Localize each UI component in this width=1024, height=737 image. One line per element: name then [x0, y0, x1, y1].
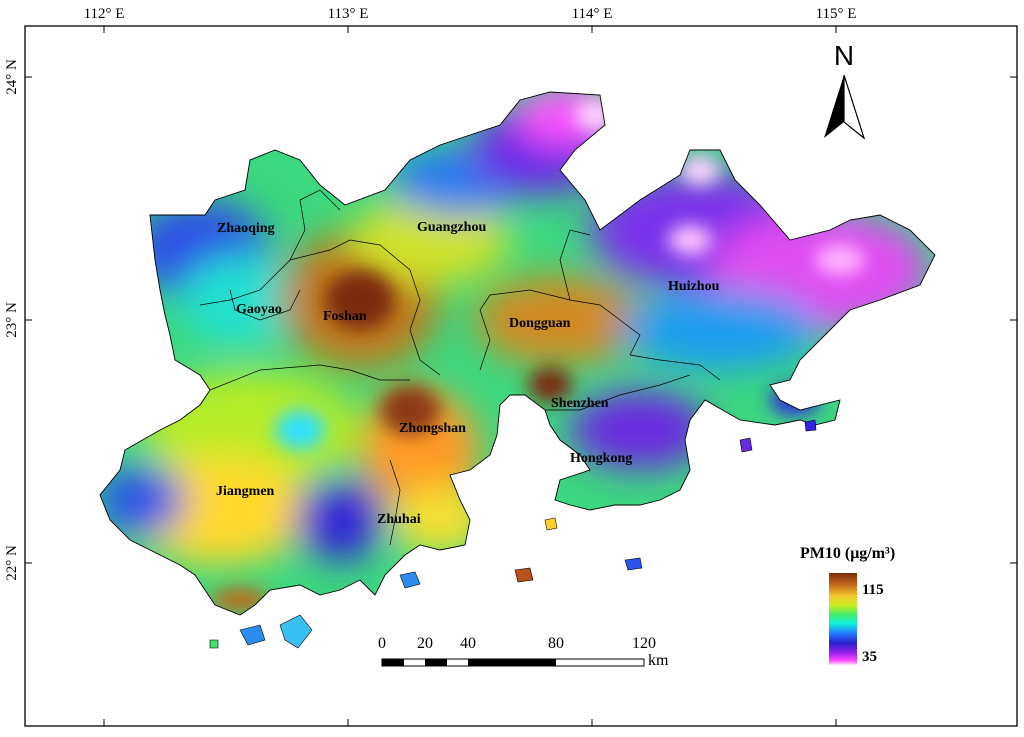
north-arrow-icon-left — [824, 75, 844, 138]
lat-label-23: 23° N — [4, 302, 20, 338]
city-label-shenzhen: Shenzhen — [551, 396, 609, 411]
city-label-huizhou: Huizhou — [668, 279, 720, 294]
legend-title: PM10 (μg/m³) — [800, 545, 895, 562]
city-label-guangzhou: Guangzhou — [417, 220, 486, 235]
legend-max-label: 115 — [862, 582, 884, 598]
graticule-ticks — [25, 26, 1017, 726]
legend: PM10 (μg/m³) 115 35 — [800, 545, 895, 665]
lat-label-22: 22° N — [4, 545, 20, 581]
scale-label-120: 120 — [632, 635, 656, 652]
lon-label-114: 114° E — [572, 6, 613, 22]
islands — [209, 419, 817, 649]
city-label-gaoyao: Gaoyao — [236, 302, 282, 317]
lat-label-24: 24° N — [4, 59, 20, 95]
lon-label-113: 113° E — [328, 6, 369, 22]
scale-bar: 0 20 40 80 120 km — [378, 635, 669, 669]
city-label-jiangmen: Jiangmen — [216, 484, 275, 499]
city-label-zhaoqing: Zhaoqing — [217, 221, 275, 236]
north-arrow: N — [824, 40, 866, 140]
city-label-dongguan: Dongguan — [509, 316, 571, 331]
scale-label-20: 20 — [417, 635, 433, 652]
legend-min-label: 35 — [862, 649, 877, 665]
lon-label-112: 112° E — [84, 6, 125, 22]
scale-label-40: 40 — [460, 635, 476, 652]
scale-unit: km — [648, 652, 669, 669]
lon-label-115: 115° E — [816, 6, 857, 22]
district-boundaries — [199, 189, 721, 546]
city-label-hongkong: Hongkong — [570, 451, 632, 466]
city-label-zhuhai: Zhuhai — [377, 512, 421, 527]
north-arrow-letter: N — [834, 40, 854, 71]
north-arrow-icon-right — [843, 74, 866, 140]
city-label-zhongshan: Zhongshan — [399, 421, 466, 436]
city-label-foshan: Foshan — [323, 309, 367, 324]
scale-label-80: 80 — [548, 635, 564, 652]
legend-colorbar — [829, 573, 857, 665]
scale-label-0: 0 — [378, 635, 386, 652]
